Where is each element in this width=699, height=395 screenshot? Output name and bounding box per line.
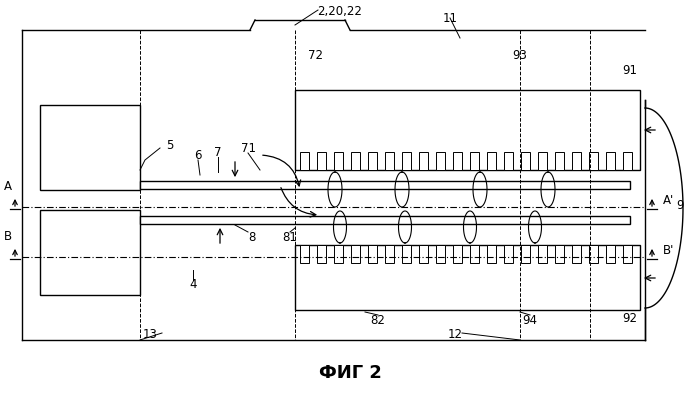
Bar [623,152,632,170]
Text: 92: 92 [623,312,637,325]
Text: 12: 12 [447,329,463,342]
Bar [606,245,615,263]
Bar [623,245,632,263]
Text: 6: 6 [194,149,202,162]
Bar [385,152,394,170]
Text: 93: 93 [512,49,528,62]
Bar [504,245,513,263]
Text: 9: 9 [676,199,684,211]
Bar [40,105,140,190]
Bar [453,245,462,263]
Bar [589,152,598,170]
Bar [589,245,598,263]
Text: 82: 82 [370,314,385,327]
Text: 81: 81 [282,231,298,243]
Bar [470,245,479,263]
Text: 8: 8 [248,231,256,243]
Bar [538,152,547,170]
Bar [419,245,428,263]
Bar [572,152,581,170]
Bar [487,152,496,170]
Text: 4: 4 [189,278,196,292]
Bar [521,152,530,170]
Text: 13: 13 [143,329,157,342]
Bar [334,152,343,170]
Bar [300,152,309,170]
Bar [368,245,377,263]
Text: 11: 11 [442,11,458,24]
Bar [538,245,547,263]
Bar [453,152,462,170]
Bar [419,152,428,170]
Text: 7: 7 [215,145,222,158]
Text: 2,20,22: 2,20,22 [317,5,363,18]
Bar [436,245,445,263]
Bar [504,152,513,170]
Bar [555,152,564,170]
Text: A: A [4,180,12,193]
Bar [606,152,615,170]
Bar [555,245,564,263]
Bar [402,245,411,263]
Bar [40,210,140,295]
Text: B: B [4,230,12,243]
Bar [295,245,640,310]
Bar [317,245,326,263]
Bar [140,216,630,224]
Bar [402,152,411,170]
Bar [351,152,360,170]
Text: B': B' [663,243,675,256]
Text: 5: 5 [166,139,173,152]
Text: ФИГ 2: ФИГ 2 [319,364,382,382]
Bar [572,245,581,263]
Bar [140,181,630,189]
Text: A': A' [663,194,675,207]
Bar [317,152,326,170]
Text: 71: 71 [240,141,256,154]
Bar [295,90,640,170]
Bar [351,245,360,263]
Bar [470,152,479,170]
Bar [334,245,343,263]
Text: 91: 91 [623,64,637,77]
Bar [300,245,309,263]
Text: 94: 94 [522,314,538,327]
Bar [385,245,394,263]
Bar [436,152,445,170]
Text: 72: 72 [308,49,324,62]
Bar [521,245,530,263]
Bar [368,152,377,170]
Bar [487,245,496,263]
